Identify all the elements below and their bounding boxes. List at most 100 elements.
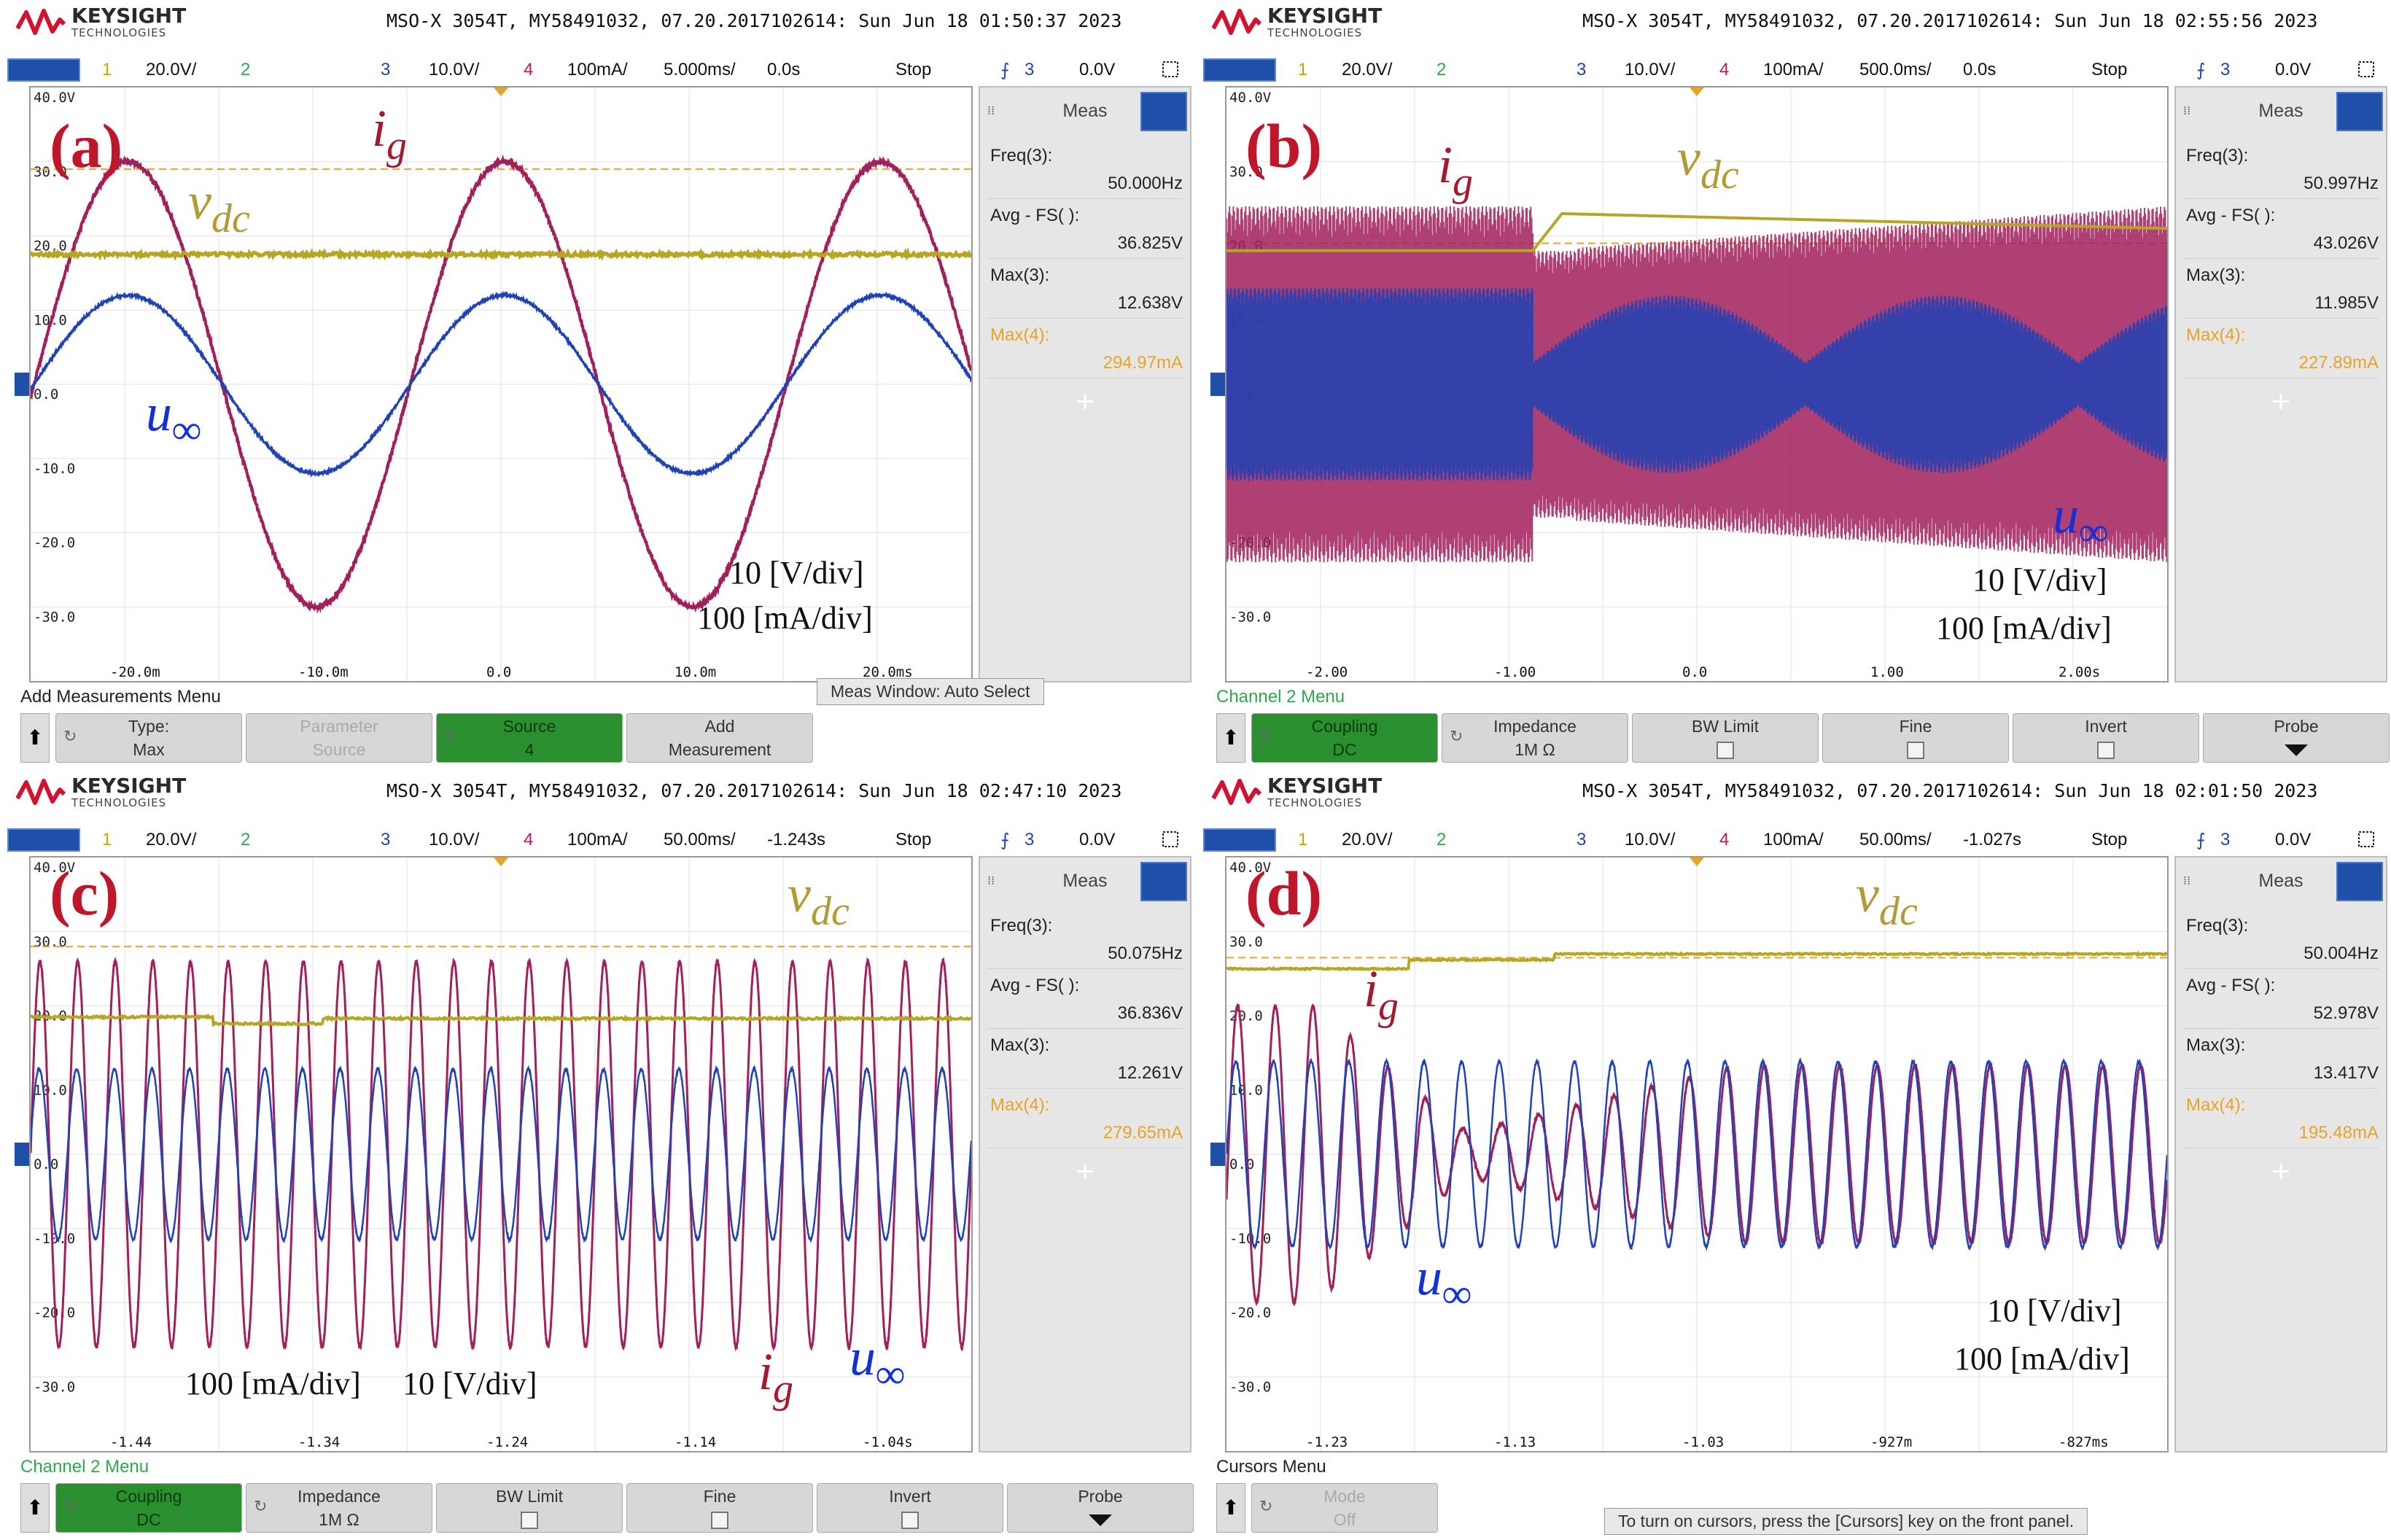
channel-ch1-scale[interactable]: 20.0V/ — [1342, 830, 1392, 850]
checkbox[interactable] — [1717, 742, 1734, 759]
softkey-source[interactable]: ↻ Source 4 — [436, 713, 623, 763]
channel-timebase[interactable]: 500.0ms/ — [1859, 60, 1932, 80]
screenshot-icon[interactable] — [2357, 60, 2379, 87]
softkey-fine[interactable]: Fine — [626, 1483, 813, 1533]
channel-delay[interactable]: 0.0s — [767, 60, 800, 80]
softkey-coupling[interactable]: ↻ Coupling DC — [1251, 713, 1438, 763]
add-measurement-icon[interactable]: + — [980, 386, 1190, 416]
channel-delay[interactable]: -1.027s — [1963, 830, 2021, 850]
softkey-type[interactable]: ↻ Type: Max — [55, 713, 242, 763]
channel-ch4[interactable]: 4 — [1719, 830, 1729, 850]
screenshot-icon[interactable] — [1161, 830, 1183, 857]
channel-ch3-scale[interactable]: 10.0V/ — [429, 60, 479, 80]
waveform-display[interactable]: 40.0V 30.0 20.0 10.0 0.0 -10.0 -20.0 -30.0 -1.44… — [29, 856, 973, 1452]
checkbox[interactable] — [711, 1512, 728, 1529]
softkey-bw-limit[interactable]: BW Limit — [436, 1483, 623, 1533]
ground-reference-marker[interactable] — [1210, 373, 1225, 396]
channel-delay[interactable]: -1.243s — [767, 830, 825, 850]
checkbox[interactable] — [1907, 742, 1924, 759]
ground-reference-marker[interactable] — [15, 1143, 29, 1166]
run-indicator[interactable] — [7, 58, 80, 82]
channel-ch2[interactable]: 2 — [241, 60, 250, 80]
channel-ch4-scale[interactable]: 100mA/ — [567, 60, 628, 80]
softkey-bw-limit[interactable]: BW Limit — [1632, 713, 1819, 763]
ground-reference-marker[interactable] — [1210, 1143, 1225, 1166]
channel-timebase[interactable]: 5.000ms/ — [664, 60, 736, 80]
checkbox[interactable] — [901, 1512, 919, 1529]
menu-up-button[interactable]: ⬆ — [1216, 713, 1245, 763]
meas-settings-button[interactable] — [2336, 92, 2383, 131]
softkey-probe[interactable]: Probe — [2203, 713, 2390, 763]
channel-ch3-scale[interactable]: 10.0V/ — [1625, 830, 1675, 850]
softkey-invert[interactable]: Invert — [2013, 713, 2199, 763]
channel-trig-level[interactable]: 0.0V — [2275, 830, 2311, 850]
channel-trig-level[interactable]: 0.0V — [2275, 60, 2311, 80]
run-indicator[interactable] — [7, 828, 80, 852]
channel-ch1[interactable]: 1 — [102, 60, 112, 80]
channel-run[interactable]: Stop — [895, 830, 931, 850]
channel-trig-ch[interactable]: 3 — [1025, 60, 1034, 80]
channel-timebase[interactable]: 50.00ms/ — [1859, 830, 1932, 850]
channel-ch2[interactable]: 2 — [1436, 60, 1446, 80]
run-indicator[interactable] — [1203, 828, 1276, 852]
add-measurement-icon[interactable]: + — [2176, 1156, 2386, 1186]
channel-delay[interactable]: 0.0s — [1963, 60, 1996, 80]
channel-timebase[interactable]: 50.00ms/ — [664, 830, 736, 850]
run-indicator[interactable] — [1203, 58, 1276, 82]
meas-settings-button[interactable] — [2336, 862, 2383, 901]
softkey-add[interactable]: Add Measurement — [626, 713, 813, 763]
channel-trig-ch[interactable]: 3 — [2220, 830, 2230, 850]
screenshot-icon[interactable] — [2357, 830, 2379, 857]
channel-bar[interactable]: 1 20.0V/2 3 10.0V/4 100mA/50.00ms/ -1.243s Sto… — [0, 825, 1195, 855]
channel-trig-level[interactable]: 0.0V — [1079, 60, 1115, 80]
channel-ch2[interactable]: 2 — [1436, 830, 1446, 850]
meas-settings-button[interactable] — [1140, 92, 1187, 131]
softkey-parameter[interactable]: Parameter Source — [246, 713, 432, 763]
channel-ch1-scale[interactable]: 20.0V/ — [146, 830, 196, 850]
channel-ch3[interactable]: 3 — [381, 60, 390, 80]
channel-trig-ch[interactable]: 3 — [1025, 830, 1034, 850]
screenshot-icon[interactable] — [1161, 60, 1183, 87]
checkbox[interactable] — [2097, 742, 2115, 759]
meas-settings-button[interactable] — [1140, 862, 1187, 901]
channel-ch4-scale[interactable]: 100mA/ — [1763, 830, 1824, 850]
checkbox[interactable] — [521, 1512, 538, 1529]
channel-run[interactable]: Stop — [2091, 60, 2127, 80]
channel-ch4[interactable]: 4 — [524, 60, 533, 80]
channel-ch1-scale[interactable]: 20.0V/ — [146, 60, 196, 80]
channel-ch1-scale[interactable]: 20.0V/ — [1342, 60, 1392, 80]
channel-ch2[interactable]: 2 — [241, 830, 250, 850]
channel-run[interactable]: Stop — [2091, 830, 2127, 850]
channel-ch3[interactable]: 3 — [1576, 60, 1586, 80]
add-measurement-icon[interactable]: + — [980, 1156, 1190, 1186]
channel-ch4[interactable]: 4 — [1719, 60, 1729, 80]
channel-ch4-scale[interactable]: 100mA/ — [1763, 60, 1824, 80]
softkey-impedance[interactable]: ↻ Impedance 1M Ω — [246, 1483, 432, 1533]
channel-ch3[interactable]: 3 — [381, 830, 390, 850]
ground-reference-marker[interactable] — [15, 373, 29, 396]
channel-bar[interactable]: 1 20.0V/2 3 10.0V/4 100mA/5.000ms/0.0s Stop 3 0… — [0, 55, 1195, 85]
channel-ch1[interactable]: 1 — [1298, 830, 1307, 850]
softkey-invert[interactable]: Invert — [817, 1483, 1003, 1533]
softkey-impedance[interactable]: ↻ Impedance 1M Ω — [1442, 713, 1628, 763]
channel-ch1[interactable]: 1 — [1298, 60, 1307, 80]
channel-ch4-scale[interactable]: 100mA/ — [567, 830, 628, 850]
channel-ch4[interactable]: 4 — [524, 830, 533, 850]
softkey-probe[interactable]: Probe — [1007, 1483, 1194, 1533]
menu-up-button[interactable]: ⬆ — [20, 713, 50, 763]
softkey-fine[interactable]: Fine — [1822, 713, 2009, 763]
channel-trig-ch[interactable]: 3 — [2220, 60, 2230, 80]
channel-bar[interactable]: 1 20.0V/2 3 10.0V/4 100mA/50.00ms/ -1.027s Sto… — [1196, 825, 2391, 855]
channel-bar[interactable]: 1 20.0V/2 3 10.0V/4 100mA/500.0ms/0.0s Stop 3 0… — [1196, 55, 2391, 85]
channel-ch3-scale[interactable]: 10.0V/ — [1625, 60, 1675, 80]
channel-ch3[interactable]: 3 — [1576, 830, 1586, 850]
menu-up-button[interactable]: ⬆ — [20, 1483, 50, 1533]
channel-ch1[interactable]: 1 — [102, 830, 112, 850]
channel-ch3-scale[interactable]: 10.0V/ — [429, 830, 479, 850]
menu-up-button[interactable]: ⬆ — [1216, 1483, 1245, 1533]
softkey-mode[interactable]: ↻ Mode Off — [1251, 1483, 1438, 1533]
channel-trig-level[interactable]: 0.0V — [1079, 830, 1115, 850]
channel-run[interactable]: Stop — [895, 60, 931, 80]
add-measurement-icon[interactable]: + — [2176, 386, 2386, 416]
softkey-coupling[interactable]: ↻ Coupling DC — [55, 1483, 242, 1533]
